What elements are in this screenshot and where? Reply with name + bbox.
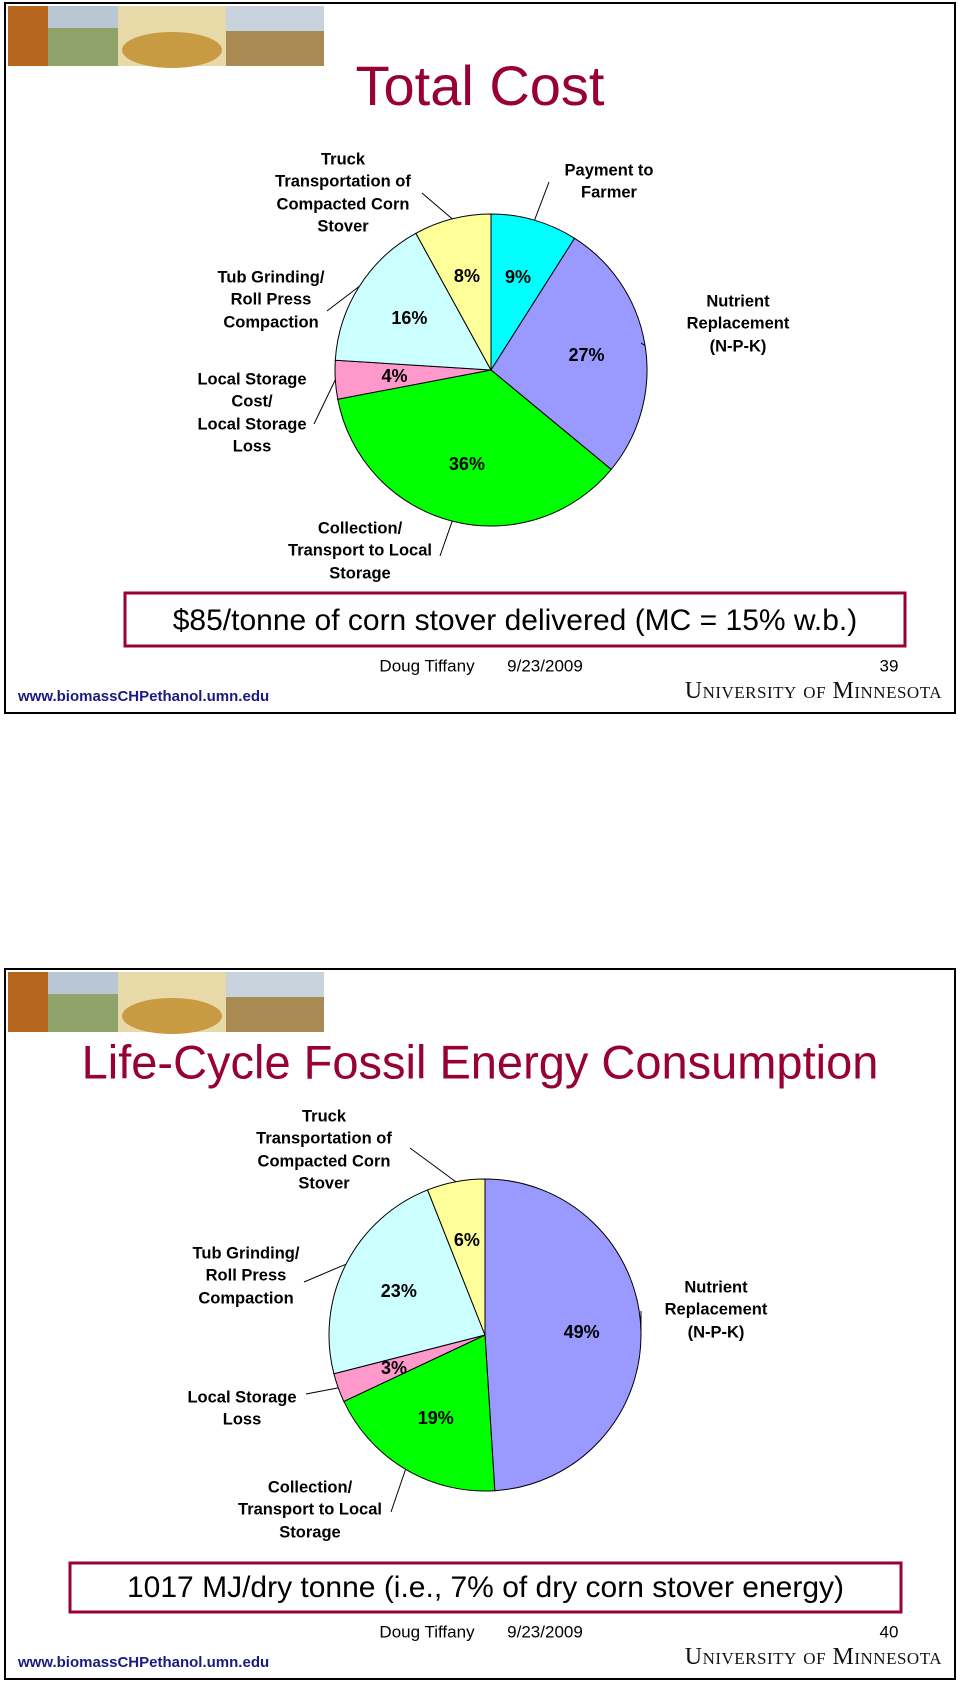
category-label: Payment to Farmer (564, 161, 654, 202)
header-photos (8, 6, 324, 68)
footer-page: 39 (879, 656, 899, 676)
percent-label: 6% (453, 1229, 480, 1250)
leader-line (390, 1469, 407, 1513)
percent-label: 49% (563, 1321, 600, 1342)
percent-label: 23% (380, 1280, 417, 1301)
slide-border (4, 2, 956, 714)
percent-label: 3% (380, 1357, 407, 1378)
footer-date: 9/23/2009 (507, 1622, 583, 1642)
footer-author: Doug Tiffany (379, 1622, 475, 1642)
footer-url: www.biomassCHPethanol.umn.edu (18, 1653, 270, 1671)
category-label: Nutrient Replacement (N-P-K) (686, 292, 790, 356)
footer-date: 9/23/2009 (507, 656, 583, 676)
header-photos (8, 972, 324, 1034)
footer-author: Doug Tiffany (379, 656, 475, 676)
note-text: $85/tonne of corn stover delivered (MC =… (172, 603, 858, 637)
category-label: Tub Grinding/ Roll Press Compaction (192, 1244, 300, 1308)
note-box (123, 591, 907, 648)
percent-label: 19% (417, 1408, 454, 1429)
footer-url: www.biomassCHPethanol.umn.edu (18, 687, 270, 705)
leader-line (305, 1387, 339, 1395)
slide-title: Life-Cycle Fossil Energy Consumption (81, 1035, 879, 1089)
note-box (68, 1561, 903, 1614)
slide-title: Total Cost (355, 54, 605, 118)
pie-slice (343, 1334, 496, 1492)
leader-line (409, 1147, 457, 1183)
category-label: Truck Transportation of Compacted Corn S… (275, 150, 411, 236)
leader-line (640, 342, 646, 347)
leader-line (421, 192, 453, 220)
percent-label: 9% (504, 266, 531, 287)
category-label: Local Storage Cost/ Local Storage Loss (197, 370, 307, 456)
category-label: Collection/ Transport to Local Storage (288, 519, 432, 583)
pie-slice (490, 213, 576, 372)
percent-label: 27% (568, 344, 605, 365)
footer-page: 40 (879, 1622, 899, 1642)
leader-line (534, 181, 550, 221)
leader-line (313, 379, 336, 425)
footer-organization: University of Minnesota (684, 1643, 942, 1670)
leader-line (439, 520, 453, 557)
note-text: 1017 MJ/dry tonne (i.e., 7% of dry corn … (127, 1570, 844, 1604)
category-label: Nutrient Replacement (N-P-K) (664, 1278, 768, 1342)
percent-label: 36% (448, 453, 485, 474)
pie-slice (337, 369, 612, 527)
percent-label: 4% (381, 365, 408, 386)
percent-label: 16% (391, 308, 428, 329)
pie-slice (484, 1178, 642, 1492)
leader-line (326, 286, 360, 312)
category-label: Tub Grinding/ Roll Press Compaction (217, 268, 325, 332)
leader-line (303, 1263, 347, 1283)
percent-label: 8% (453, 266, 480, 287)
footer-organization: University of Minnesota (684, 677, 942, 704)
category-label: Local Storage Loss (187, 1388, 297, 1429)
category-label: Truck Transportation of Compacted Corn S… (256, 1107, 392, 1193)
category-label: Collection/ Transport to Local Storage (238, 1478, 382, 1542)
slide-border (4, 968, 956, 1680)
